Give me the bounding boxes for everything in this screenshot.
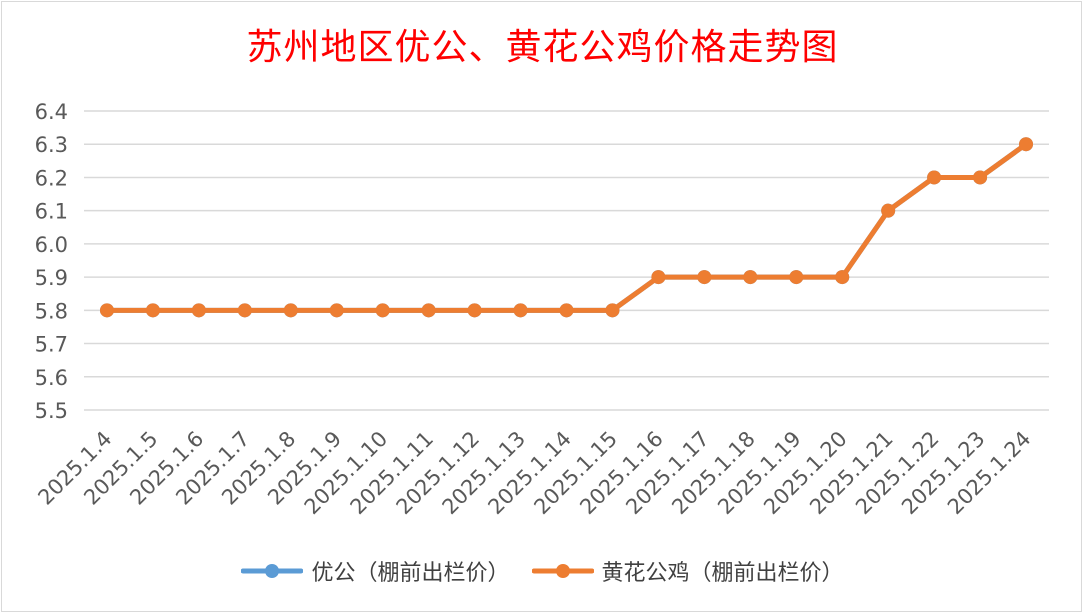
series-line bbox=[104, 141, 1029, 313]
grid-lines bbox=[84, 110, 1049, 411]
legend-label-series-2: 黄花公鸡（棚前出栏价） bbox=[601, 561, 844, 586]
chart-title: 苏州地区优公、黄花公鸡价格走势图 bbox=[246, 27, 839, 68]
series-line bbox=[104, 141, 1029, 313]
y-tick-label: 6.4 bbox=[35, 100, 68, 124]
y-tick-label: 5.6 bbox=[35, 366, 68, 390]
data-point[interactable] bbox=[835, 270, 850, 285]
data-point[interactable] bbox=[651, 270, 666, 285]
data-point[interactable] bbox=[927, 170, 942, 185]
legend-item-series-1[interactable]: 优公（棚前出栏价） bbox=[241, 555, 510, 587]
data-point[interactable] bbox=[329, 303, 344, 318]
data-point[interactable] bbox=[973, 170, 988, 185]
y-tick-label: 6.1 bbox=[35, 200, 68, 224]
data-point[interactable] bbox=[283, 303, 298, 318]
series-2 bbox=[99, 137, 1034, 318]
y-tick-label: 5.7 bbox=[35, 333, 68, 357]
data-point[interactable] bbox=[697, 270, 712, 285]
legend: 优公（棚前出栏价） 黄花公鸡（棚前出栏价） bbox=[0, 555, 1085, 587]
series-layer bbox=[99, 137, 1034, 318]
y-tick-label: 5.9 bbox=[35, 266, 68, 290]
y-tick-label: 6.3 bbox=[35, 133, 68, 157]
y-tick-label: 5.5 bbox=[35, 399, 68, 423]
data-point[interactable] bbox=[789, 270, 804, 285]
data-point[interactable] bbox=[467, 303, 482, 318]
y-tick-label: 6.0 bbox=[35, 233, 68, 257]
data-point[interactable] bbox=[1019, 137, 1034, 152]
data-point[interactable] bbox=[145, 303, 160, 318]
data-point[interactable] bbox=[743, 270, 758, 285]
data-point[interactable] bbox=[99, 303, 114, 318]
data-point[interactable] bbox=[375, 303, 390, 318]
legend-marker-series-2 bbox=[531, 564, 594, 578]
data-point[interactable] bbox=[559, 303, 574, 318]
data-point[interactable] bbox=[191, 303, 206, 318]
data-point[interactable] bbox=[513, 303, 528, 318]
x-axis-tick-labels: 2025.1.42025.1.52025.1.62025.1.72025.1.8… bbox=[33, 427, 1035, 520]
y-tick-label: 5.8 bbox=[35, 299, 68, 323]
legend-marker-series-1 bbox=[241, 564, 304, 578]
y-tick-label: 6.2 bbox=[35, 166, 68, 190]
data-point[interactable] bbox=[237, 303, 252, 318]
data-point[interactable] bbox=[881, 203, 896, 218]
legend-item-series-2[interactable]: 黄花公鸡（棚前出栏价） bbox=[531, 555, 844, 587]
y-axis-tick-labels: 5.5 5.6 5.7 5.8 5.9 6.0 6.1 6.2 6.3 6.4 bbox=[35, 100, 68, 423]
series-1 bbox=[99, 137, 1034, 318]
data-point[interactable] bbox=[421, 303, 436, 318]
data-point[interactable] bbox=[605, 303, 620, 318]
legend-label-series-1: 优公（棚前出栏价） bbox=[311, 561, 510, 586]
